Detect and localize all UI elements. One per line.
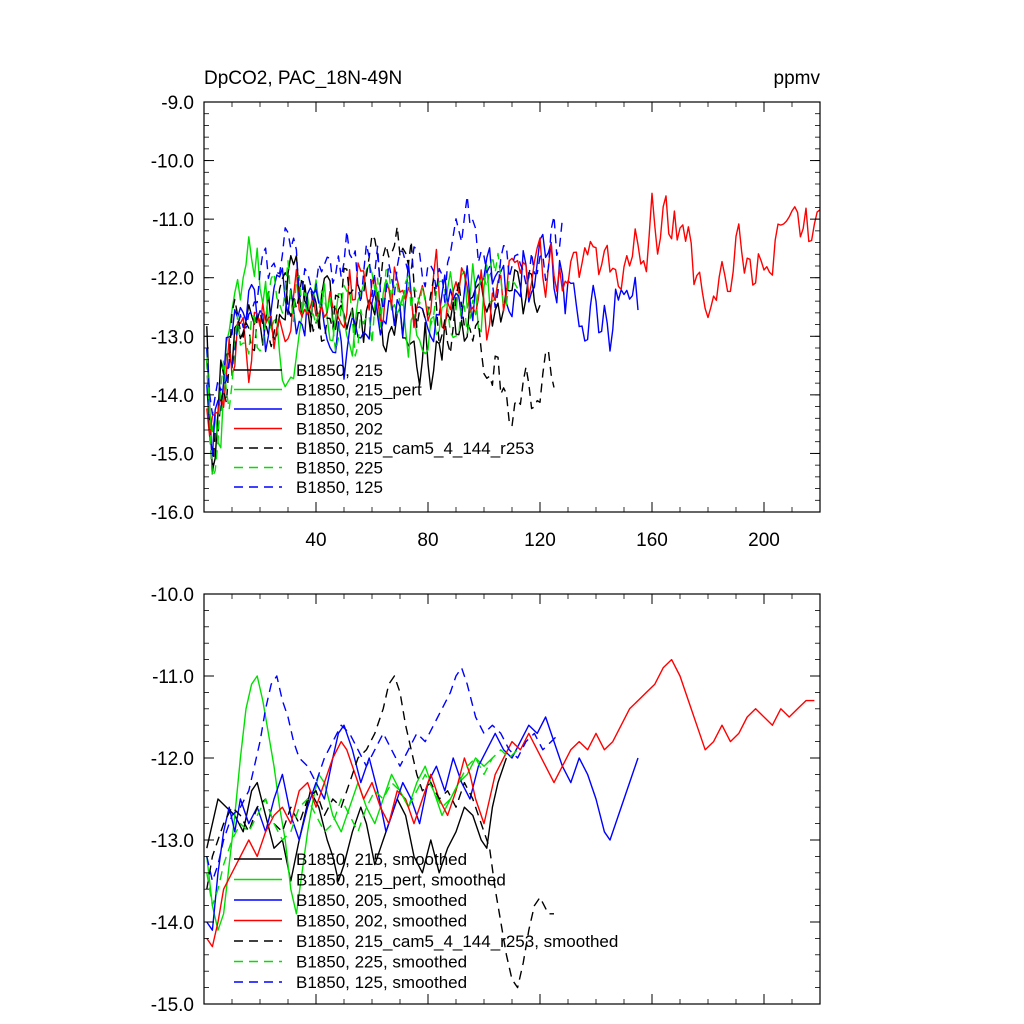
series-line-1: [206, 675, 493, 931]
series-line-0: [206, 757, 508, 882]
legend-label: B1850, 125: [296, 478, 383, 497]
bottom-legend: B1850, 215, smoothed B1850, 215_pert, smo…: [234, 850, 618, 992]
y-tick-label: -11.0: [152, 667, 194, 688]
legend-label: B1850, 215, smoothed: [296, 850, 467, 869]
legend-label: B1850, 215_pert: [296, 381, 422, 400]
y-tick-label: -13.0: [151, 831, 194, 852]
series-line-6: [206, 195, 564, 416]
x-tick-label: 80: [417, 530, 438, 551]
top-series-group: [206, 192, 821, 478]
series-line-6: [206, 667, 561, 882]
y-tick-label: -16.0: [151, 503, 194, 524]
units-label: ppmv: [774, 68, 821, 89]
series-line-5: [206, 749, 519, 907]
bottom-panel: -15.0 -14.0 -13.0 -12.0 -11.0 -10.0 B1850, 21…: [151, 585, 821, 1016]
bottom-series-group: [206, 658, 815, 989]
y-tick-label: -11.0: [152, 210, 194, 231]
y-tick-label: -15.0: [151, 995, 194, 1016]
y-tick-label: -13.0: [151, 327, 194, 348]
y-tick-label: -9.0: [161, 93, 194, 114]
y-tick-label: -14.0: [151, 913, 194, 934]
series-line-1: [206, 236, 499, 449]
x-tick-label: 120: [524, 530, 556, 551]
top-axis-ticks: -16.0 -15.0 -14.0 -13.0 -12.0 -11.0 -10.0 -9.0 4…: [151, 93, 821, 551]
legend-label: B1850, 202: [296, 420, 383, 439]
y-tick-label: -15.0: [151, 444, 194, 465]
legend-label: B1850, 215_cam5_4_144_r253: [296, 439, 534, 458]
x-tick-label: 200: [748, 530, 780, 551]
series-line-2: [206, 233, 639, 457]
legend-label: B1850, 205: [296, 400, 383, 419]
legend-label: B1850, 202, smoothed: [296, 912, 467, 931]
x-tick-label: 40: [305, 530, 326, 551]
top-panel: DpCO2, PAC_18N-49N ppmv -16.0-15.0-14.0-…: [151, 68, 821, 551]
y-tick-label: -10.0: [151, 152, 194, 173]
legend-label: B1850, 205, smoothed: [296, 891, 467, 910]
legend-label: B1850, 125, smoothed: [296, 973, 467, 992]
series-line-5: [206, 252, 519, 478]
bottom-axis-ticks: -15.0 -14.0 -13.0 -12.0 -11.0 -10.0: [151, 585, 821, 1016]
legend-label: B1850, 225: [296, 459, 383, 478]
y-tick-label: -12.0: [151, 749, 194, 770]
y-tick-label: -12.0: [151, 269, 194, 290]
legend-label: B1850, 215_cam5_4_144_r253, smoothed: [296, 932, 618, 951]
legend-label: B1850, 215: [296, 361, 383, 380]
series-line-3: [206, 658, 815, 948]
series-line-2: [206, 716, 639, 931]
legend-label: B1850, 215_pert, smoothed: [296, 871, 506, 890]
chart-title: DpCO2, PAC_18N-49N: [204, 68, 402, 89]
y-tick-label: -10.0: [151, 585, 194, 606]
x-tick-label: 160: [636, 530, 668, 551]
y-tick-label: -14.0: [151, 386, 194, 407]
legend-label: B1850, 225, smoothed: [296, 953, 467, 972]
